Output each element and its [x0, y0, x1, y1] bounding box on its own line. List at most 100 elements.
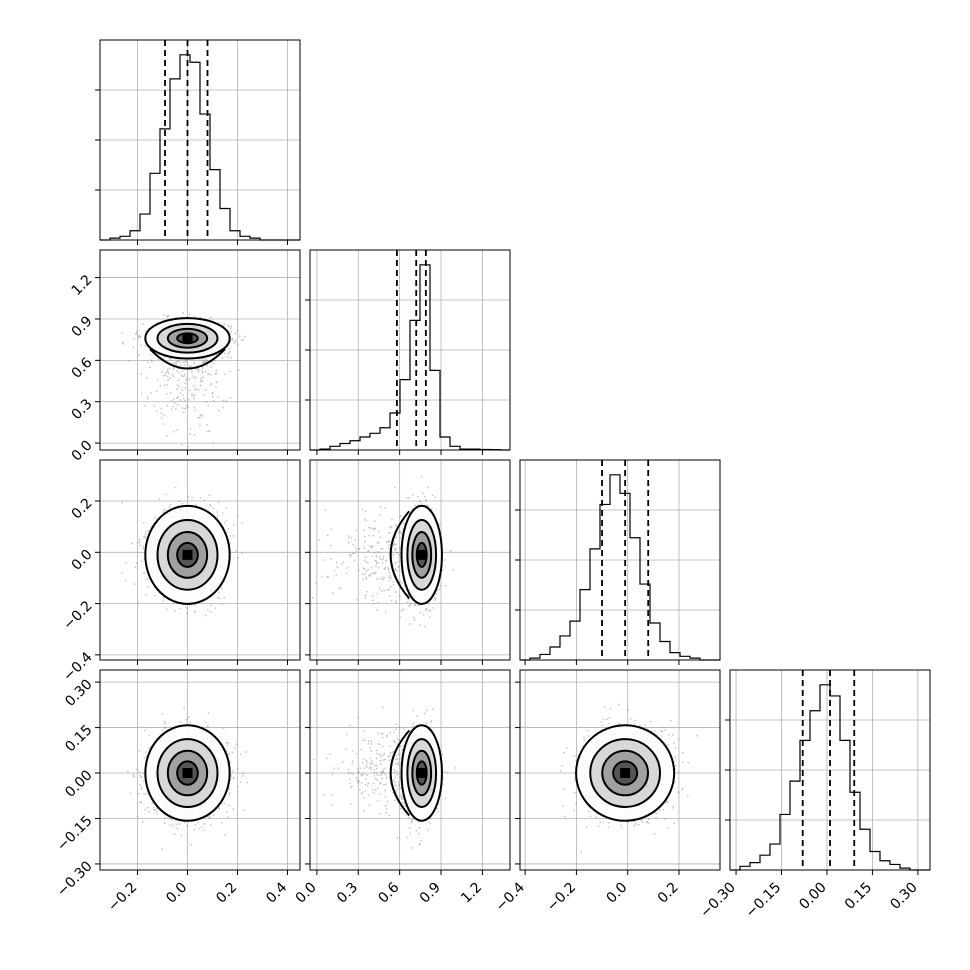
panel-frame	[519, 459, 721, 661]
hist-panel-1	[305, 249, 511, 451]
contour-line	[144, 724, 231, 822]
x-tick-label: 0.4	[263, 879, 290, 906]
pair-panel-0-3	[99, 669, 301, 871]
panel-frame	[309, 669, 511, 871]
histogram-step	[520, 474, 720, 661]
y-tick-label: 0.0	[69, 547, 96, 574]
x-tick-label: −0.2	[105, 880, 140, 915]
hist-panel-3	[725, 669, 931, 871]
y-axis-3: −0.30−0.150.000.150.30	[54, 676, 520, 900]
x-axis-1: 0.0 0.3 0.6 0.9 1.2	[293, 870, 485, 907]
contour-line	[156, 322, 219, 354]
contour-line	[389, 729, 410, 817]
density-peak	[182, 549, 193, 560]
panel-frame	[309, 249, 511, 451]
panel-frame	[99, 249, 301, 451]
pair-panel-2-3	[519, 669, 721, 871]
y-tick-label: −0.4	[60, 649, 95, 684]
x-tick-label: 0.15	[842, 880, 875, 913]
contour-line	[149, 348, 226, 370]
x-tick-label: −0.30	[697, 880, 739, 922]
x-tick-label: 0.3	[334, 880, 361, 907]
y-tick-label: −0.15	[54, 813, 96, 855]
x-tick-label: 0.9	[417, 880, 444, 907]
x-tick-label: 0.0	[163, 880, 190, 907]
x-tick-label: 0.00	[796, 880, 829, 913]
y-tick-label: −0.2	[60, 598, 95, 633]
x-ticks-2-0	[137, 660, 288, 665]
histogram-step	[310, 264, 510, 451]
x-ticks-2-2	[524, 660, 680, 665]
y-tick-label: 0.6	[69, 355, 96, 382]
y-tick-label: 0.15	[62, 722, 95, 755]
panel-frame	[519, 669, 721, 871]
pair-panel-1-2	[309, 459, 511, 661]
contour-line	[144, 317, 231, 360]
pair-panel-1-3	[309, 669, 511, 871]
x-ticks-0-0	[137, 240, 288, 245]
density-peak	[620, 768, 631, 779]
x-ticks-2-1	[316, 660, 483, 665]
contour-line	[601, 749, 650, 797]
contour-line	[411, 749, 433, 797]
contour-line	[589, 738, 662, 808]
contour-line	[406, 519, 438, 591]
pair-panel-0-1	[99, 249, 301, 451]
contour-line	[166, 749, 209, 797]
x-axis-2: −0.4 −0.2 0.0 0.2	[493, 870, 682, 915]
y-tick-label: −0.30	[54, 858, 96, 900]
y-tick-label: 0.0	[69, 437, 96, 464]
contour-line	[612, 760, 639, 786]
contour-line	[406, 738, 438, 808]
contour-line	[176, 760, 199, 786]
x-tick-label: −0.15	[743, 880, 785, 922]
x-axis-3: −0.30 −0.15 0.00 0.15 0.30	[697, 870, 921, 922]
contour-line	[415, 541, 428, 568]
hist-panel-2	[515, 459, 721, 661]
x-tick-label: 0.0	[293, 880, 320, 907]
hist-panel-0	[95, 39, 301, 241]
panel-frame	[99, 459, 301, 661]
contour-line	[166, 327, 209, 349]
x-tick-label: 0.2	[213, 880, 240, 907]
contour-line	[389, 510, 410, 600]
density-peak	[416, 768, 427, 779]
contour-line	[144, 504, 231, 605]
contour-line	[166, 530, 209, 579]
density-peak	[182, 333, 193, 344]
x-ticks-1-1	[316, 450, 483, 455]
density-peak	[182, 768, 193, 779]
panel-frame	[99, 669, 301, 871]
y-tick-label: 0.00	[62, 767, 95, 800]
y-tick-label: 0.3	[69, 396, 96, 423]
x-tick-label: 0.2	[655, 880, 682, 907]
histogram-step	[100, 54, 300, 241]
x-tick-label: 0.0	[603, 880, 630, 907]
contour-line	[176, 332, 199, 345]
contour-line	[415, 760, 428, 786]
y-tick-label: 0.9	[69, 313, 96, 340]
contour-line	[400, 724, 443, 822]
x-axis-0: −0.2 0.0 0.2 0.4	[105, 870, 290, 915]
x-tick-label: −0.2	[544, 880, 579, 915]
pair-panel-0-2	[99, 459, 301, 661]
contour-line	[575, 724, 676, 822]
scatter-points	[127, 707, 248, 850]
x-tick-label: −0.4	[493, 879, 528, 914]
y-tick-label: 1.2	[69, 272, 96, 299]
panel-frame	[99, 39, 301, 241]
contour-line	[411, 530, 433, 579]
x-tick-label: 0.30	[887, 880, 920, 913]
density-peak	[416, 549, 427, 560]
y-tick-label: 0.2	[69, 495, 96, 522]
x-tick-label: 1.2	[458, 880, 485, 907]
contour-line	[176, 541, 199, 568]
contour-line	[400, 504, 443, 605]
x-tick-label: 0.6	[375, 879, 402, 906]
panel-frame	[309, 459, 511, 661]
contour-line	[156, 738, 219, 808]
y-axis-1: 0.0 0.3 0.6 0.9 1.2	[69, 272, 100, 465]
panel-frame	[729, 669, 931, 871]
x-ticks-1-0	[137, 450, 288, 455]
